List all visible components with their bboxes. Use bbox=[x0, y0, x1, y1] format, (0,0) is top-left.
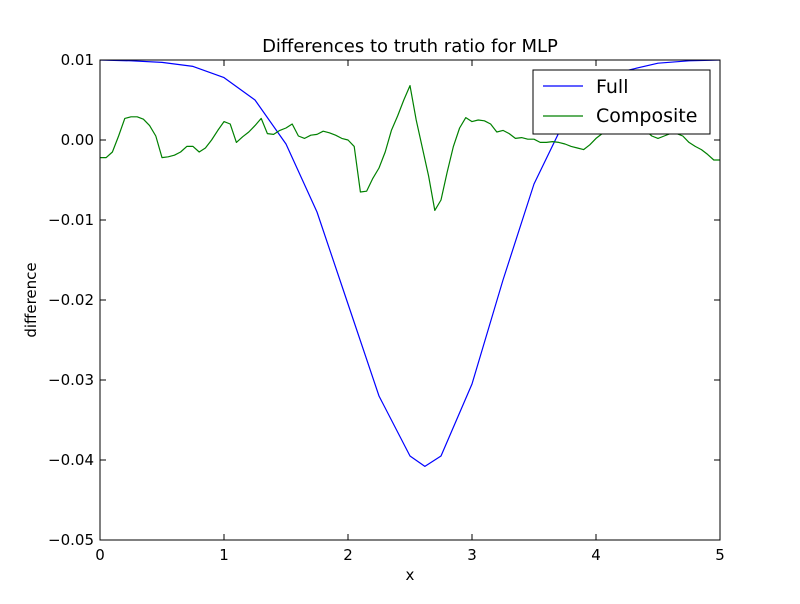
y-axis-label: difference bbox=[22, 262, 40, 337]
x-tick-label: 3 bbox=[467, 546, 477, 564]
legend-label-full: Full bbox=[596, 76, 629, 98]
chart-title: Differences to truth ratio for MLP bbox=[262, 36, 558, 57]
legend-box bbox=[532, 69, 711, 135]
legend: Full Composite bbox=[532, 69, 711, 135]
y-tick-label: 0.01 bbox=[61, 51, 94, 69]
x-tick-label: 0 bbox=[95, 546, 105, 564]
y-tick-label: −0.05 bbox=[48, 531, 94, 549]
x-tick-label: 1 bbox=[219, 546, 229, 564]
tick-layer: 0 1 2 3 4 5 0.01 0.00 −0.01 −0.02 −0.03 −0.04 −0.05 bbox=[48, 51, 725, 564]
x-axis-label: x bbox=[406, 566, 415, 584]
y-tick-label: 0.00 bbox=[61, 131, 94, 149]
y-tick-label: −0.03 bbox=[48, 371, 94, 389]
x-tick-label: 2 bbox=[343, 546, 353, 564]
x-tick-label: 4 bbox=[591, 546, 601, 564]
x-tick-label: 5 bbox=[715, 546, 725, 564]
y-tick-label: −0.01 bbox=[48, 211, 94, 229]
legend-label-composite: Composite bbox=[596, 105, 697, 127]
y-tick-label: −0.02 bbox=[48, 291, 94, 309]
y-tick-label: −0.04 bbox=[48, 451, 94, 469]
